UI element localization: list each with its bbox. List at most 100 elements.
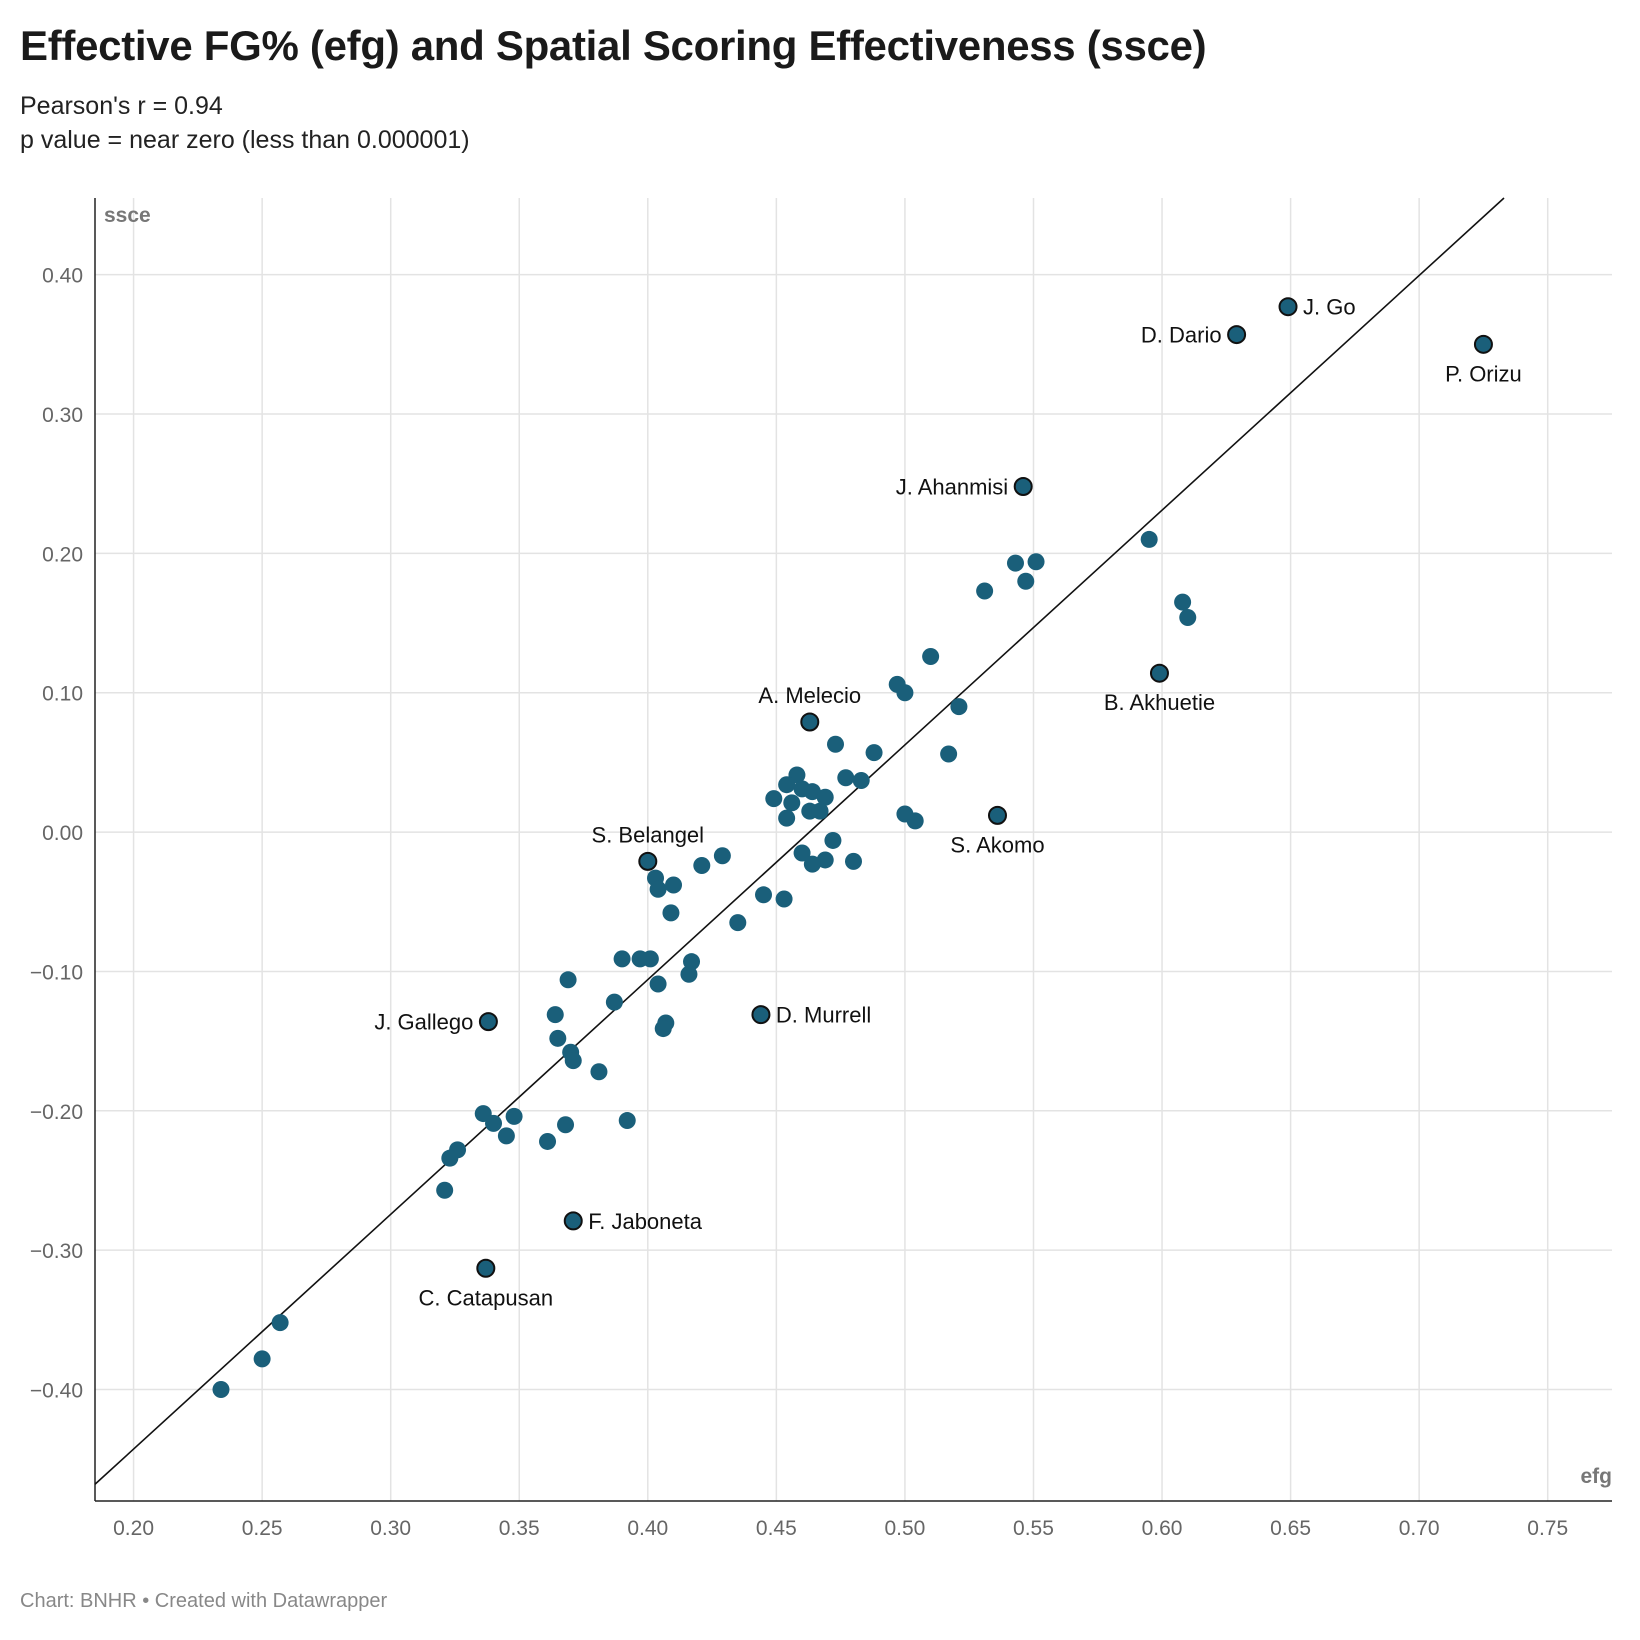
y-tick-label: 0.10 [42, 683, 83, 706]
data-point [641, 950, 659, 968]
data-point [896, 684, 914, 702]
data-point [485, 1114, 503, 1132]
point-label: S. Akomo [950, 832, 1044, 857]
data-point [1006, 554, 1024, 572]
data-point [816, 851, 834, 869]
labeled-data-point [1227, 325, 1247, 345]
data-point [729, 914, 747, 932]
x-axis-label: efg [1581, 1465, 1613, 1488]
data-point [271, 1314, 289, 1332]
data-point [950, 698, 968, 716]
data-point [803, 855, 821, 873]
axes [94, 198, 1612, 1502]
data-point [253, 1350, 271, 1368]
y-axis-label: ssce [104, 204, 151, 227]
data-point [783, 794, 801, 812]
data-point [665, 876, 683, 894]
data-point [546, 1006, 564, 1024]
labeled-data-point [478, 1012, 498, 1032]
data-point [922, 647, 940, 665]
data-point [845, 852, 862, 870]
x-gridlines [132, 198, 1549, 1501]
x-tick-label: 0.35 [499, 1517, 540, 1540]
x-tick-label: 0.75 [1527, 1517, 1568, 1540]
data-point [649, 880, 667, 898]
x-tick-label: 0.60 [1142, 1517, 1183, 1540]
data-point [778, 776, 796, 794]
point-label: A. Melecio [758, 683, 861, 708]
tick-labels: 0.20 0.25 0.30 0.35 0.40 0.45 0.50 0.55 0.60 0.65… [30, 265, 1568, 1540]
data-point [654, 1020, 672, 1038]
data-point [1179, 608, 1197, 626]
footer-source: Chart: BNHR • Created with Datawrapper [20, 1590, 388, 1612]
data-point [837, 769, 855, 787]
x-tick-label: 0.40 [627, 1517, 668, 1540]
labeled-data-point [987, 805, 1007, 825]
subtitle-pearson: Pearson's r = 0.94 [20, 92, 223, 120]
data-point [649, 975, 667, 993]
y-tick-label: 0.00 [42, 822, 83, 845]
data-point [564, 1052, 582, 1070]
data-point [811, 802, 829, 820]
x-tick-label: 0.50 [884, 1517, 925, 1540]
regression-line [94, 197, 1505, 1485]
x-tick-label: 0.30 [370, 1517, 411, 1540]
x-tick-label: 0.20 [113, 1517, 154, 1540]
point-label: D. Dario [1141, 323, 1222, 348]
x-tick-label: 0.70 [1399, 1517, 1440, 1540]
y-tick-label: −0.10 [30, 961, 83, 984]
data-point [803, 783, 821, 801]
data-point [613, 950, 631, 968]
chart-title: Effective FG% (efg) and Spatial Scoring … [20, 22, 1207, 69]
point-label: J. Gallego [374, 1010, 473, 1035]
data-point [539, 1132, 557, 1150]
labeled-data-point [476, 1258, 496, 1278]
data-point [662, 904, 680, 922]
data-point [775, 890, 793, 908]
x-tick-label: 0.45 [756, 1517, 797, 1540]
data-point [1017, 572, 1035, 590]
x-tick-label: 0.65 [1270, 1517, 1311, 1540]
labeled-data-point [638, 851, 658, 871]
data-point [590, 1063, 608, 1081]
y-tick-label: −0.30 [30, 1240, 83, 1263]
y-tick-label: 0.20 [42, 543, 83, 566]
x-tick-label: 0.25 [242, 1517, 283, 1540]
y-gridlines [95, 273, 1612, 1391]
data-point [824, 831, 842, 849]
data-point [778, 809, 796, 827]
scatter-chart: 0.20 0.25 0.30 0.35 0.40 0.45 0.50 0.55 0.60 0.65… [30, 197, 1613, 1540]
subtitle-p-value: p value = near zero (less than 0.000001) [20, 126, 470, 154]
data-point [693, 857, 711, 875]
data-point [441, 1149, 459, 1167]
data-point [793, 844, 811, 862]
point-label: S. Belangel [592, 822, 705, 847]
data-point [713, 847, 731, 865]
data-point [976, 582, 994, 600]
point-label: D. Murrell [776, 1003, 871, 1028]
point-label: C. Catapusan [419, 1285, 554, 1310]
point-label: J. Go [1303, 295, 1356, 320]
trend-line [94, 197, 1505, 1485]
data-point [497, 1127, 515, 1145]
point-label: P. Orizu [1445, 361, 1522, 386]
points [212, 530, 1197, 1399]
point-label: B. Akhuetie [1104, 690, 1215, 715]
labeled-data-point [1278, 297, 1298, 317]
y-tick-label: −0.20 [30, 1101, 83, 1124]
data-point [549, 1029, 567, 1047]
labeled-data-point [1149, 663, 1169, 683]
labeled-data-point [1013, 476, 1033, 496]
data-point [1174, 593, 1192, 611]
data-point [436, 1181, 454, 1199]
labeled-data-point [1473, 334, 1493, 354]
point-label: J. Ahanmisi [896, 474, 1009, 499]
data-point [1027, 553, 1045, 571]
data-point [816, 788, 834, 806]
data-point [618, 1112, 636, 1130]
data-point [1140, 530, 1158, 548]
point-label: F. Jaboneta [588, 1209, 703, 1234]
data-point [680, 965, 698, 983]
labeled-data-point [800, 712, 820, 732]
data-point [852, 772, 870, 790]
